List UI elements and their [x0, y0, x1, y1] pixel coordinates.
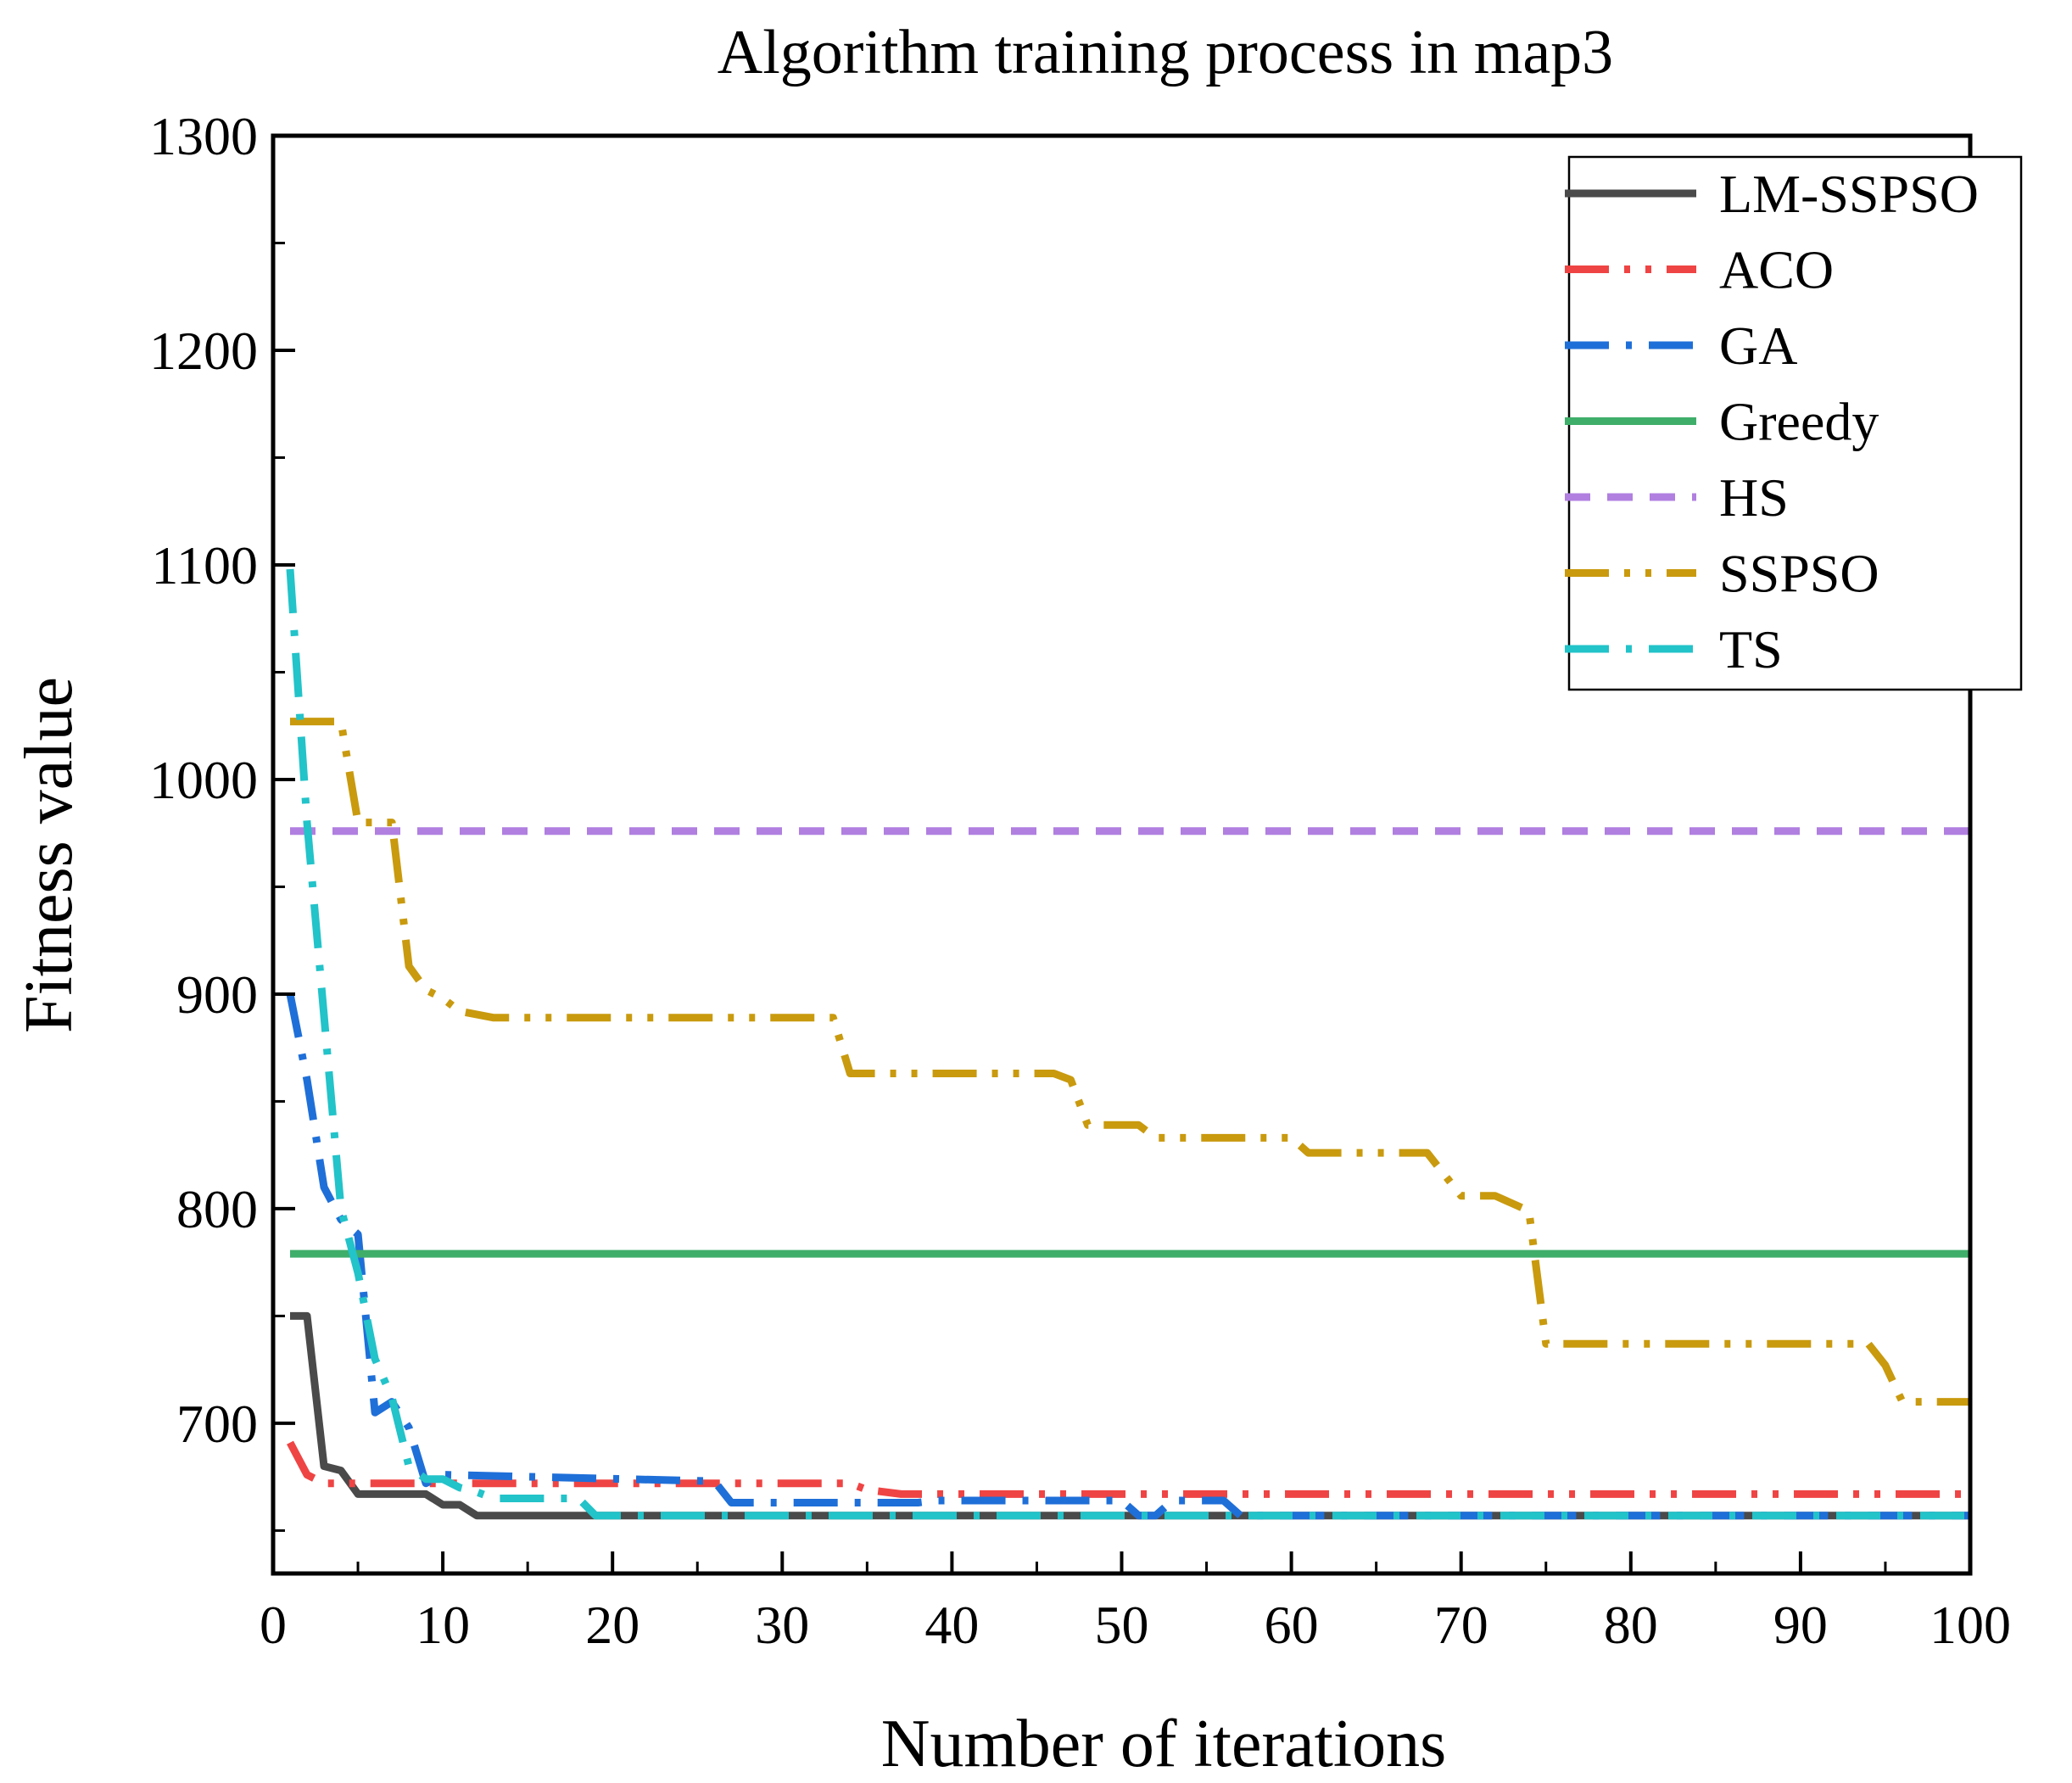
x-tick-label: 10 — [416, 1595, 470, 1655]
legend-label-greedy: Greedy — [1719, 392, 1879, 452]
legend-label-lm-sspso: LM-SSPSO — [1719, 164, 1979, 224]
y-axis: 700 800 900 1000 1100 1200 1300 — [149, 106, 295, 1532]
y-tick-label: 1200 — [149, 321, 258, 381]
x-tick-label: 30 — [755, 1595, 809, 1655]
x-axis: 0 10 20 30 40 50 60 70 80 90 100 — [260, 1551, 2011, 1655]
x-tick-label: 20 — [585, 1595, 639, 1655]
x-axis-label: Number of iterations — [881, 1707, 1446, 1781]
legend-label-hs: HS — [1719, 467, 1789, 528]
y-tick-label: 1300 — [149, 106, 258, 166]
y-tick-label: 800 — [176, 1179, 258, 1239]
legend-label-ga: GA — [1719, 316, 1797, 376]
y-tick-label: 1000 — [149, 750, 258, 810]
x-tick-label: 40 — [924, 1595, 979, 1655]
legend-label-sspso: SSPSO — [1719, 544, 1879, 604]
y-axis-label: Fitness value — [12, 677, 87, 1033]
y-tick-label: 700 — [176, 1394, 258, 1454]
x-tick-label: 90 — [1773, 1595, 1828, 1655]
plot-lines — [286, 568, 1970, 1520]
series-line-ts — [286, 568, 1970, 1520]
x-tick-label: 80 — [1604, 1595, 1658, 1655]
legend: LM-SSPSO ACO GA Greedy HS SSPSO TS — [1565, 155, 2023, 691]
series-line-lm-sspso — [290, 1311, 1970, 1520]
x-tick-label: 50 — [1095, 1595, 1149, 1655]
x-tick-label: 70 — [1434, 1595, 1488, 1655]
x-tick-label: 60 — [1265, 1595, 1319, 1655]
legend-label-ts: TS — [1719, 619, 1783, 679]
y-tick-label: 1100 — [151, 535, 258, 595]
chart-title: Algorithm training process in map3 — [718, 18, 1613, 87]
x-tick-label: 100 — [1930, 1595, 2011, 1655]
legend-label-aco: ACO — [1719, 240, 1834, 300]
x-tick-label: 0 — [260, 1595, 287, 1655]
series-line-aco — [287, 1440, 1970, 1498]
series-line-sspso — [290, 718, 1970, 1406]
y-tick-label: 900 — [176, 964, 258, 1025]
